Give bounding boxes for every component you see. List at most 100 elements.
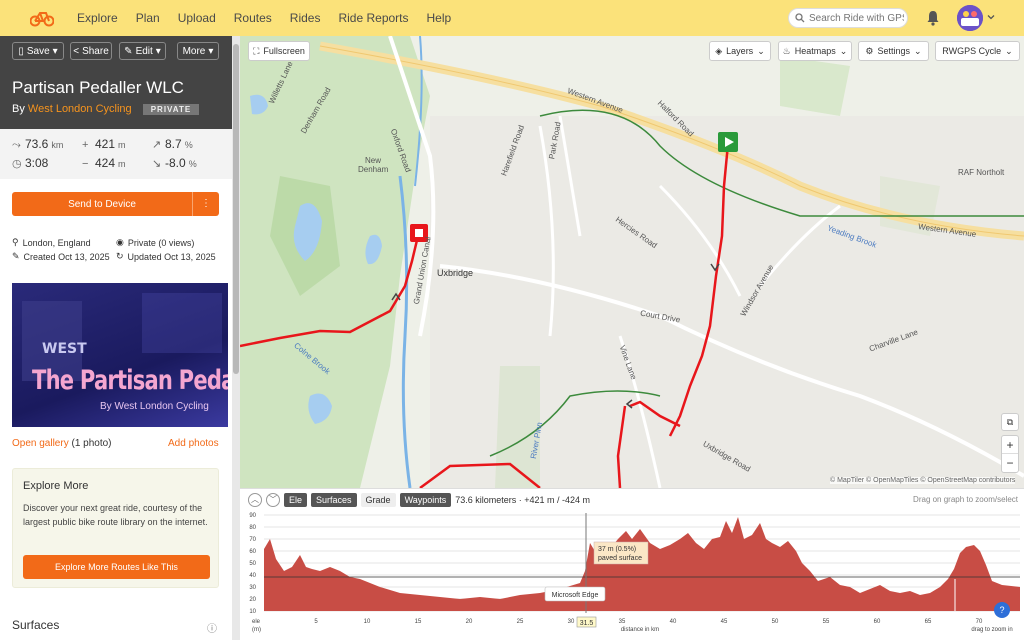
- open-gallery[interactable]: Open gallery (1 photo): [12, 438, 112, 449]
- tab-surfaces[interactable]: Surfaces: [311, 493, 357, 507]
- route-photo[interactable]: WEST The Partisan Pedaller By West Londo…: [12, 283, 228, 427]
- zoom-out-button[interactable]: −: [1006, 456, 1014, 470]
- x-tick: 20: [466, 619, 473, 625]
- collapse-up-icon[interactable]: ︿: [248, 493, 262, 507]
- svg-text:WEST: WEST: [42, 341, 87, 357]
- fullscreen-button[interactable]: ⛶ Fullscreen: [248, 41, 310, 61]
- privacy-meta: ◉ Private (0 views): [116, 237, 195, 248]
- chevron-down-icon: ⌄: [757, 45, 765, 56]
- nav-help[interactable]: Help: [426, 11, 452, 25]
- route-sidebar: ▯ Save ▾ < Share ✎ Edit ▾ More ▾ Partisan Peda…: [0, 36, 232, 640]
- heatmaps-button[interactable]: ♨ Heatmaps ⌄: [778, 41, 852, 61]
- banner-title: The Partisan Pedaller: [32, 365, 228, 396]
- map-label: Uxbridge: [437, 268, 474, 278]
- x-tick: 15: [415, 619, 422, 625]
- route-title: Partisan Pedaller WLC: [12, 78, 184, 97]
- nav-plan[interactable]: Plan: [135, 11, 160, 25]
- flame-icon: ♨: [782, 45, 791, 56]
- explore-more-text: Discover your next great ride, courtesy …: [23, 503, 208, 527]
- x-tick: 45: [721, 619, 728, 625]
- elevation-summary: 73.6 kilometers · +421 m / -424 m: [455, 495, 591, 505]
- distance-icon: ⤳: [12, 139, 21, 151]
- settings-button[interactable]: ⚙ Settings ⌄: [858, 41, 929, 61]
- more-button[interactable]: More ▾: [177, 42, 219, 60]
- notification-bell-icon[interactable]: [926, 10, 940, 26]
- y-tick: 50: [249, 561, 256, 567]
- explore-more-button[interactable]: Explore More Routes Like This: [23, 555, 210, 579]
- banner-subtitle: By West London Cycling: [100, 401, 209, 412]
- tab-waypoints[interactable]: Waypoints: [399, 493, 452, 507]
- tab-ele[interactable]: Ele: [284, 493, 308, 507]
- map-canvas: [240, 36, 1024, 488]
- grade-down-stat: ↘ -8.0%: [152, 156, 197, 170]
- chevron-down-icon[interactable]: [987, 13, 995, 21]
- y-tick: 60: [249, 549, 256, 555]
- elevation-chart[interactable]: 90 80 70 60 50 40 30 20 10 ele (m) 5 10 …: [240, 509, 1024, 639]
- map-key-icon[interactable]: ⧉: [1001, 413, 1019, 431]
- tab-grade[interactable]: Grade: [360, 493, 396, 507]
- bike-logo-icon[interactable]: [30, 9, 54, 27]
- share-button[interactable]: < Share: [70, 42, 112, 60]
- tooltip-surface: paved surface: [598, 555, 642, 562]
- nav-ride-reports[interactable]: Ride Reports: [338, 11, 409, 25]
- help-icon[interactable]: [994, 602, 1010, 618]
- zoom-control: + −: [1001, 435, 1019, 473]
- ascent-stat: +421 m: [82, 137, 126, 151]
- chevron-down-icon: ⌄: [839, 45, 848, 56]
- search-box[interactable]: [788, 8, 908, 28]
- sidebar-scrollbar[interactable]: [232, 36, 240, 640]
- y-tick: 30: [249, 585, 256, 591]
- user-avatar[interactable]: [957, 5, 983, 31]
- nav-rides[interactable]: Rides: [289, 11, 321, 25]
- y-tick: 10: [249, 609, 256, 615]
- route-author: By West London Cycling PRIVATE: [12, 103, 200, 115]
- drag-hint: Drag on graph to zoom/select: [913, 495, 1018, 504]
- layers-icon: ◈: [715, 45, 723, 56]
- location-meta: ⚲ London, England: [12, 237, 91, 248]
- add-photos-link[interactable]: Add photos: [168, 438, 219, 449]
- gear-icon: ⚙: [865, 45, 874, 56]
- scrollbar-thumb[interactable]: [233, 44, 239, 374]
- pencil-icon: ✎: [12, 251, 20, 261]
- map-style-select[interactable]: RWGPS Cycle ⌄: [935, 41, 1020, 61]
- y-tick: 40: [249, 573, 256, 579]
- minus-icon: −: [82, 158, 89, 170]
- nav-explore[interactable]: Explore: [77, 11, 118, 25]
- route-stats: ⤳ 73.6 km +421 m ↗ 8.7% ◷ 3:08 −424 m ↘ -8.0%: [0, 129, 232, 179]
- updated-meta: ↻ Updated Oct 13, 2025: [116, 251, 216, 262]
- send-to-device-button[interactable]: Send to Device ⋮: [12, 192, 219, 216]
- created-meta: ✎ Created Oct 13, 2025: [12, 251, 110, 262]
- zoom-in-button[interactable]: +: [1002, 436, 1018, 454]
- x-tick: 10: [364, 619, 371, 625]
- explore-more-card: Explore More Discover your next great ri…: [12, 468, 219, 588]
- zoom-hint: drag to zoom in: [971, 627, 1012, 633]
- search-icon: [795, 13, 805, 23]
- x-tick: 60: [874, 619, 881, 625]
- x-label: distance in km: [621, 627, 659, 633]
- more-options-icon[interactable]: ⋮: [192, 192, 219, 216]
- x-tick: 30: [568, 619, 575, 625]
- layers-button[interactable]: ◈ Layers ⌄: [709, 41, 771, 61]
- author-link[interactable]: West London Cycling: [27, 103, 132, 115]
- share-icon: <: [73, 45, 80, 57]
- arrow-up-right-icon: ↗: [152, 139, 162, 151]
- cursor-value: 31.5: [580, 620, 594, 627]
- distance-stat: ⤳ 73.6 km: [12, 137, 64, 151]
- y-tick: 90: [249, 513, 256, 519]
- route-map[interactable]: Willetts Lane Denham Road Oxford Road Ne…: [240, 36, 1024, 488]
- nav-routes[interactable]: Routes: [233, 11, 272, 25]
- collapse-down-icon[interactable]: ﹀: [266, 493, 280, 507]
- save-button[interactable]: ▯ Save ▾: [12, 42, 64, 60]
- nav-upload[interactable]: Upload: [177, 11, 216, 25]
- info-icon[interactable]: ⓘ: [207, 624, 217, 635]
- route-header: ▯ Save ▾ < Share ✎ Edit ▾ More ▾ Partisan Peda…: [0, 36, 232, 129]
- y-tick: 20: [249, 597, 256, 603]
- clock-icon: ◷: [12, 158, 22, 170]
- map-attribution[interactable]: © MapTiler © OpenMapTiles © OpenStreetMa…: [830, 477, 1016, 484]
- chevron-down-icon: ⌄: [1005, 45, 1013, 56]
- edit-button[interactable]: ✎ Edit ▾: [119, 42, 166, 60]
- x-tick: 50: [772, 619, 779, 625]
- search-input[interactable]: [809, 12, 904, 24]
- x-tick: 5: [314, 619, 318, 625]
- y-label: ele: [252, 619, 261, 625]
